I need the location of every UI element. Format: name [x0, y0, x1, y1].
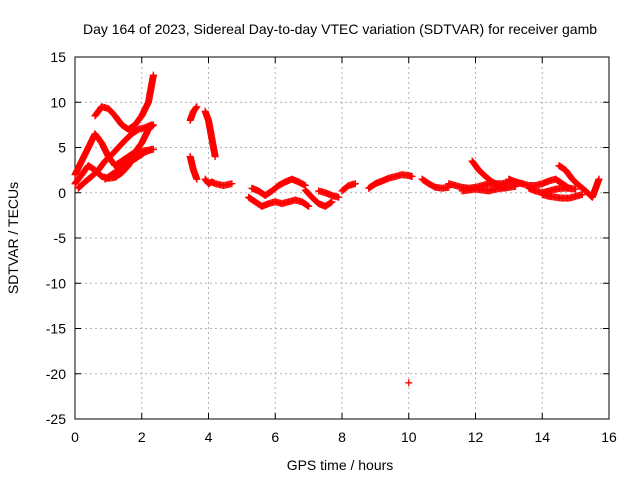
- data-point-arc-m: [335, 193, 343, 201]
- y-tick-label: 15: [50, 49, 66, 65]
- data-points: [71, 71, 603, 387]
- x-tick-label: 14: [534, 429, 550, 445]
- grid: [75, 57, 609, 419]
- data-point-arc-o: [408, 172, 416, 180]
- x-tick-label: 4: [205, 429, 213, 445]
- x-axis-label: GPS time / hours: [287, 457, 394, 473]
- x-tick-label: 0: [71, 429, 79, 445]
- y-tick-label: 5: [58, 140, 66, 156]
- data-point-arc-w: [572, 185, 580, 193]
- data-point-arc-n: [351, 180, 359, 188]
- data-point-arc-l: [328, 198, 336, 206]
- data-point-arc-v: [595, 175, 603, 183]
- data-point-arc-c: [149, 71, 157, 79]
- axis-ticks: 0 2 4 6 8 10 12 14 16 15 10 5 0 -5 -10 -15 -20 -25: [46, 49, 617, 445]
- data-point-arc-e: [148, 145, 156, 153]
- data-point-arc-f: [192, 104, 200, 112]
- data-point-outlier: [405, 379, 413, 387]
- x-tick-label: 10: [401, 429, 417, 445]
- y-tick-label: 10: [50, 94, 66, 110]
- data-point-arc-s: [502, 184, 510, 192]
- chart-title: Day 164 of 2023, Sidereal Day-to-day VTE…: [83, 21, 597, 37]
- x-tick-label: 8: [338, 429, 346, 445]
- data-point-arc-d: [148, 121, 156, 129]
- data-point-arc-f: [193, 103, 201, 111]
- y-tick-label: 0: [58, 185, 66, 201]
- data-point-arc-g: [193, 175, 201, 183]
- y-tick-label: -10: [46, 275, 66, 291]
- data-point-arc-k: [305, 202, 313, 210]
- y-tick-label: -25: [46, 411, 66, 427]
- data-point-arc-i: [228, 180, 236, 188]
- x-tick-label: 2: [138, 429, 146, 445]
- x-tick-label: 12: [468, 429, 484, 445]
- data-point-arc-u: [578, 191, 586, 199]
- data-point-arc-h: [211, 153, 219, 161]
- x-tick-label: 6: [271, 429, 279, 445]
- y-axis-label: SDTVAR / TECUs: [5, 182, 21, 294]
- y-tick-label: -20: [46, 366, 66, 382]
- y-tick-label: -15: [46, 321, 66, 337]
- y-tick-label: -5: [54, 230, 67, 246]
- x-tick-label: 16: [601, 429, 617, 445]
